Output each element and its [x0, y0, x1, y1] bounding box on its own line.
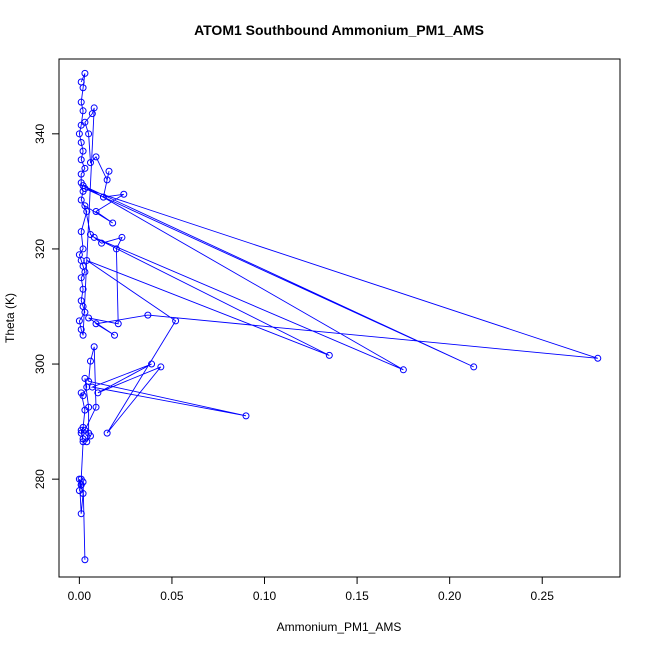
data-point — [92, 320, 100, 328]
data-point — [75, 130, 83, 138]
data-point — [79, 478, 87, 486]
y-tick-label: 300 — [33, 354, 47, 374]
data-point — [98, 239, 106, 247]
data-point — [81, 308, 89, 316]
data-point — [148, 360, 156, 368]
data-point — [594, 354, 602, 362]
y-axis: 280 300 320 340 — [33, 123, 60, 489]
y-tick-label: 280 — [33, 469, 47, 489]
data-point — [79, 182, 87, 190]
data-point — [470, 363, 478, 371]
data-point — [79, 331, 87, 339]
x-tick-label: 0.25 — [531, 589, 555, 603]
data-point — [79, 285, 87, 293]
data-point — [114, 320, 122, 328]
data-point — [399, 366, 407, 374]
data-point — [79, 438, 87, 446]
data-point — [81, 202, 89, 210]
data-point — [94, 389, 102, 397]
data-point — [325, 351, 333, 359]
series-path — [78, 73, 598, 560]
data-point — [92, 208, 100, 216]
series-points — [75, 69, 602, 564]
data-point — [81, 406, 89, 414]
data-point — [109, 219, 117, 227]
data-point — [85, 314, 93, 322]
data-point — [144, 311, 152, 319]
data-point — [77, 98, 85, 106]
data-point — [77, 228, 85, 236]
y-tick-label: 320 — [33, 239, 47, 259]
x-tick-label: 0.15 — [345, 589, 369, 603]
data-point — [92, 403, 100, 411]
data-point — [88, 110, 96, 118]
data-point — [92, 153, 100, 161]
data-point — [77, 274, 85, 282]
data-point — [79, 435, 87, 443]
data-point — [77, 196, 85, 204]
data-point — [81, 556, 89, 564]
y-axis-label: Theta (K) — [3, 293, 17, 343]
plot-frame — [58, 58, 621, 578]
data-point — [77, 138, 85, 146]
data-point — [77, 426, 85, 434]
data-point — [77, 170, 85, 178]
data-point — [83, 256, 91, 264]
x-axis: 0.00 0.05 0.10 0.15 0.20 0.25 — [68, 576, 555, 603]
x-tick-label: 0.05 — [160, 589, 184, 603]
data-point — [81, 268, 89, 276]
data-point — [242, 412, 250, 420]
data-point — [77, 389, 85, 397]
data-point — [90, 233, 98, 241]
chart-title: ATOM1 Southbound Ammonium_PM1_AMS — [194, 22, 484, 38]
data-point — [79, 107, 87, 115]
data-point — [77, 78, 85, 86]
data-point — [77, 510, 85, 518]
data-point — [112, 245, 120, 253]
x-axis-label: Ammonium_PM1_AMS — [277, 620, 402, 634]
data-point — [81, 164, 89, 172]
data-point — [81, 69, 89, 77]
data-point — [172, 317, 180, 325]
series-line — [78, 73, 598, 560]
data-point — [111, 331, 119, 339]
x-tick-label: 0.00 — [68, 589, 92, 603]
data-point — [120, 190, 128, 198]
data-point — [85, 429, 93, 437]
data-point — [157, 363, 165, 371]
data-point — [75, 317, 83, 325]
data-point — [103, 429, 111, 437]
data-point — [79, 147, 87, 155]
data-point — [86, 357, 94, 365]
y-tick-label: 340 — [33, 123, 47, 143]
x-tick-label: 0.10 — [253, 589, 277, 603]
data-point — [77, 156, 85, 164]
data-point — [86, 159, 94, 167]
data-point — [85, 130, 93, 138]
data-point — [83, 383, 91, 391]
data-point — [79, 490, 87, 498]
x-tick-label: 0.20 — [438, 589, 462, 603]
data-point — [79, 245, 87, 253]
data-point — [118, 233, 126, 241]
data-point — [81, 118, 89, 126]
data-point — [79, 84, 87, 92]
data-point — [81, 374, 89, 382]
data-point — [103, 176, 111, 184]
data-point — [99, 193, 107, 201]
data-point — [105, 167, 113, 175]
data-point — [90, 343, 98, 351]
